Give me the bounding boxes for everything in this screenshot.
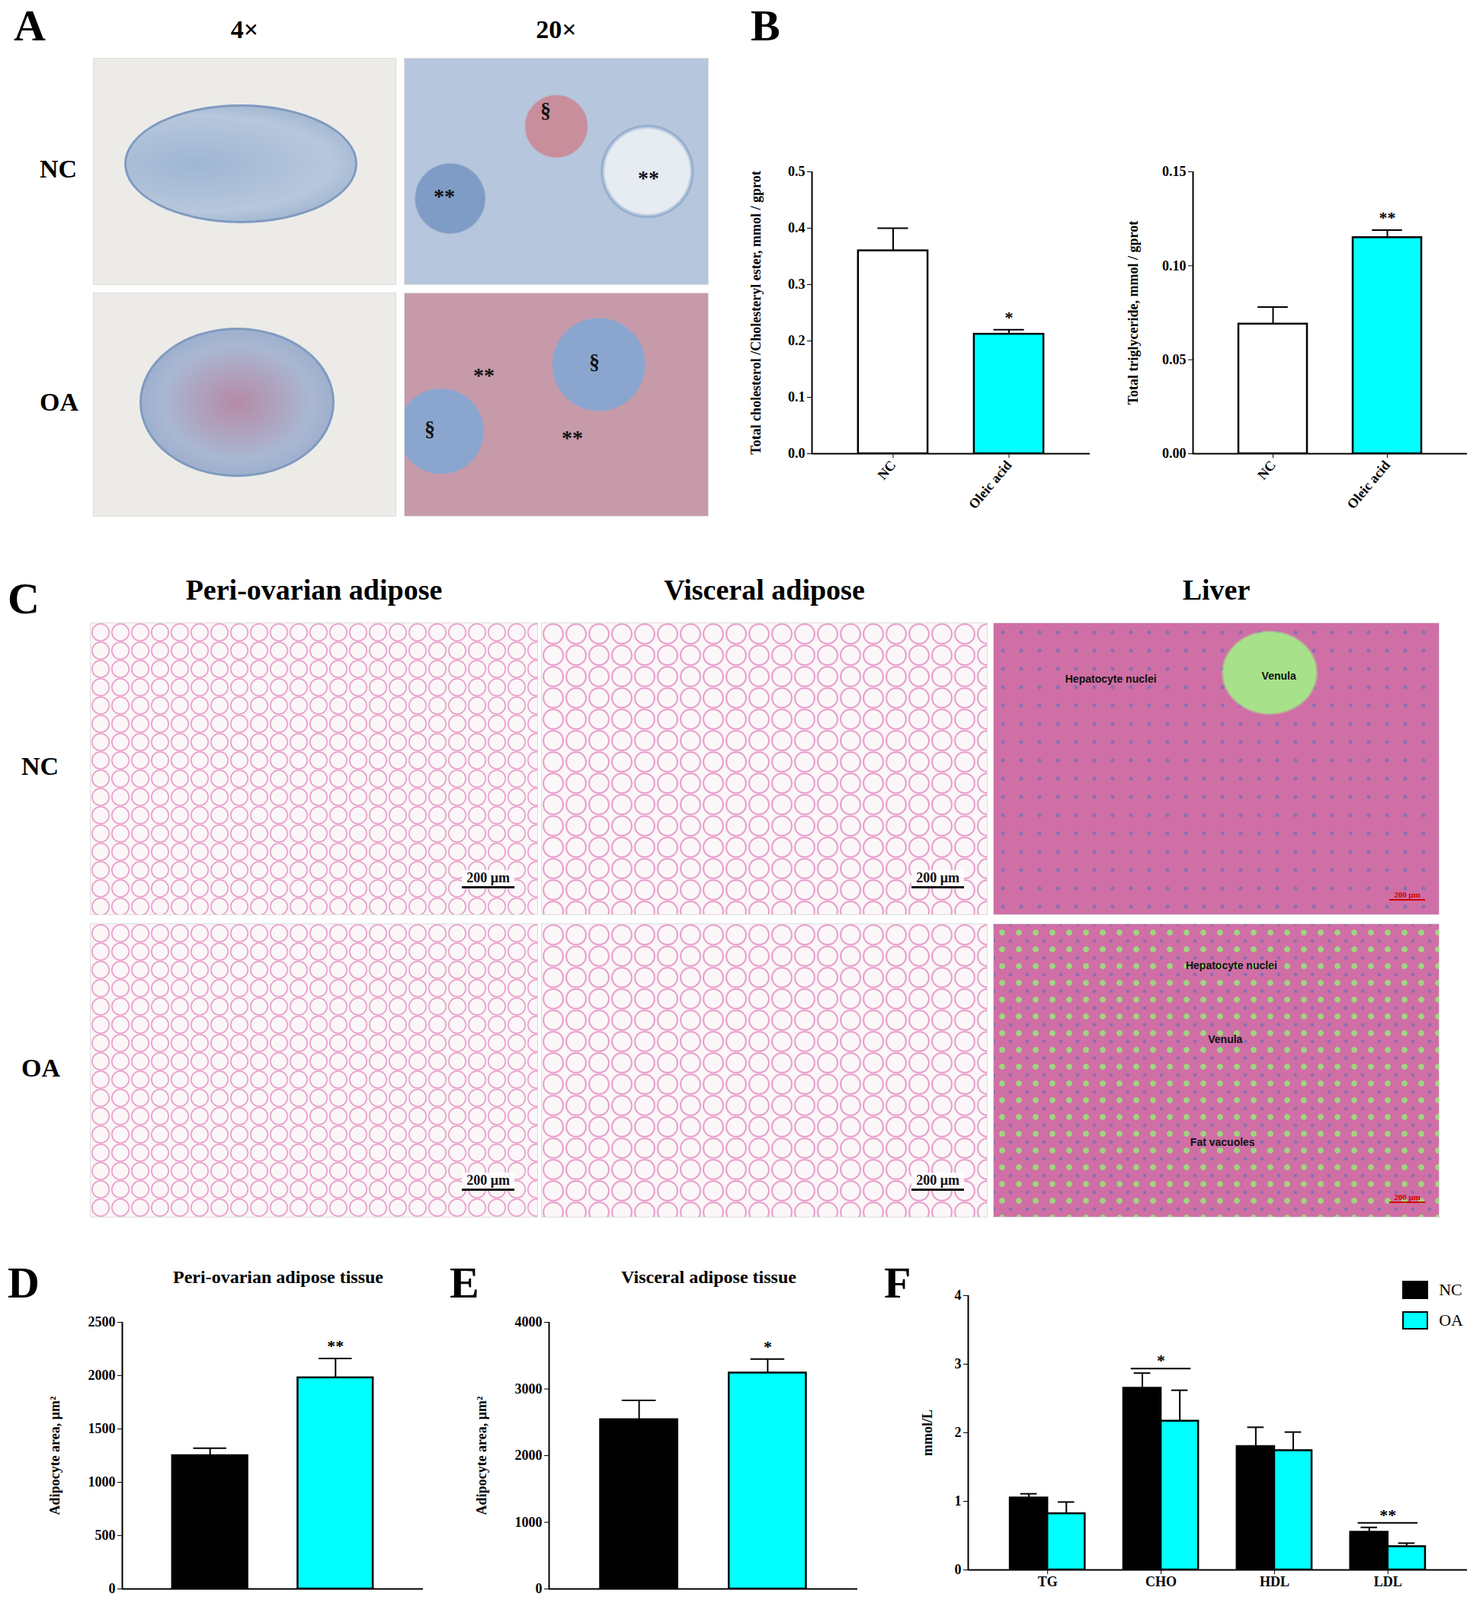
html-text:200 μm: 200 μm xyxy=(466,1172,510,1189)
svg-text:0: 0 xyxy=(954,1562,962,1578)
html-text:Liver: Liver xyxy=(1182,573,1251,606)
svg-text:2000: 2000 xyxy=(88,1367,116,1384)
svg-text:*: * xyxy=(1156,1351,1166,1371)
svg-text:1000: 1000 xyxy=(515,1515,543,1531)
html-text:20×: 20× xyxy=(535,15,577,44)
svg-text:*: * xyxy=(763,1337,772,1357)
html-text:200 μm: 200 μm xyxy=(466,870,510,886)
svg-text:2000: 2000 xyxy=(515,1447,543,1464)
svg-text:1: 1 xyxy=(954,1493,962,1509)
svg-text:Adipocyte area, μm²: Adipocyte area, μm² xyxy=(474,1396,490,1516)
html-text:Venula: Venula xyxy=(1261,670,1297,683)
svg-text:TG: TG xyxy=(1037,1574,1058,1590)
html-text:F: F xyxy=(884,1258,911,1308)
svg-text:**: ** xyxy=(1379,1505,1397,1525)
svg-text:0.00: 0.00 xyxy=(1162,445,1187,462)
svg-text:**: ** xyxy=(326,1336,344,1356)
html-text:D: D xyxy=(7,1258,40,1308)
html-text:Venula: Venula xyxy=(1208,1033,1243,1046)
svg-text:Oleic acid: Oleic acid xyxy=(1343,457,1393,512)
svg-text:Total triglyceride, mmol / gpr: Total triglyceride, mmol / gprot xyxy=(1125,221,1141,405)
svg-text:0.5: 0.5 xyxy=(787,163,806,180)
svg-text:CHO: CHO xyxy=(1145,1574,1177,1590)
html-text:NC: NC xyxy=(21,752,59,781)
svg-text:0.1: 0.1 xyxy=(787,389,806,405)
html-text:Hepatocyte nuclei: Hepatocyte nuclei xyxy=(1185,959,1278,972)
html-text:B: B xyxy=(750,0,781,51)
svg-text:**: ** xyxy=(1379,208,1397,228)
svg-text:1000: 1000 xyxy=(88,1474,116,1490)
html-text:Visceral adipose tissue: Visceral adipose tissue xyxy=(621,1267,797,1288)
html-text:A: A xyxy=(13,0,46,51)
svg-text:4: 4 xyxy=(954,1287,962,1304)
svg-text:NC: NC xyxy=(1254,457,1279,483)
svg-text:Oleic acid: Oleic acid xyxy=(965,457,1015,512)
svg-text:3: 3 xyxy=(954,1356,962,1372)
svg-text:0.2: 0.2 xyxy=(787,333,806,349)
html-text:4×: 4× xyxy=(230,15,259,44)
html-text:Hepatocyte nuclei: Hepatocyte nuclei xyxy=(1065,673,1157,686)
svg-text:*: * xyxy=(1005,307,1014,327)
html-text:200 μm: 200 μm xyxy=(1394,1192,1421,1202)
html-text:NC: NC xyxy=(39,154,78,183)
html-text:200 μm: 200 μm xyxy=(1394,890,1421,900)
html-text:200 μm: 200 μm xyxy=(916,1172,960,1189)
html-text:Peri-ovarian adipose: Peri-ovarian adipose xyxy=(185,573,443,606)
svg-text:0: 0 xyxy=(108,1581,116,1597)
svg-text:mmol/L: mmol/L xyxy=(919,1409,936,1457)
svg-text:0: 0 xyxy=(535,1581,543,1597)
html-text:200 μm: 200 μm xyxy=(916,870,960,886)
svg-text:0.15: 0.15 xyxy=(1162,163,1187,180)
svg-text:2: 2 xyxy=(954,1425,962,1441)
html-text:OA: OA xyxy=(39,387,79,417)
svg-text:Total cholesterol /Cholesteryl: Total cholesterol /Cholesteryl ester, mm… xyxy=(748,170,764,455)
svg-text:2500: 2500 xyxy=(88,1314,116,1330)
svg-text:4000: 4000 xyxy=(515,1314,543,1330)
html-text:NC: NC xyxy=(1438,1280,1463,1300)
html-text:Visceral adipose: Visceral adipose xyxy=(663,573,865,606)
svg-text:0.4: 0.4 xyxy=(787,220,806,236)
svg-text:3000: 3000 xyxy=(515,1381,543,1397)
svg-text:500: 500 xyxy=(95,1527,116,1544)
html-text:OA: OA xyxy=(1438,1310,1464,1330)
html-text:C: C xyxy=(7,573,40,624)
svg-text:0.0: 0.0 xyxy=(787,445,806,462)
html-text:E: E xyxy=(449,1258,480,1308)
svg-text:1500: 1500 xyxy=(88,1421,116,1437)
svg-text:Adipocyte area, μm²: Adipocyte area, μm² xyxy=(47,1396,63,1516)
svg-text:0.10: 0.10 xyxy=(1162,258,1187,274)
svg-text:NC: NC xyxy=(874,457,899,483)
svg-text:LDL: LDL xyxy=(1374,1574,1403,1590)
svg-text:0.3: 0.3 xyxy=(787,276,806,292)
svg-text:HDL: HDL xyxy=(1259,1574,1290,1590)
html-text:OA: OA xyxy=(21,1053,61,1083)
html-text:Fat vacuoles: Fat vacuoles xyxy=(1190,1136,1255,1149)
html-text:Peri-ovarian adipose tissue: Peri-ovarian adipose tissue xyxy=(172,1267,384,1288)
svg-text:0.05: 0.05 xyxy=(1162,352,1187,368)
